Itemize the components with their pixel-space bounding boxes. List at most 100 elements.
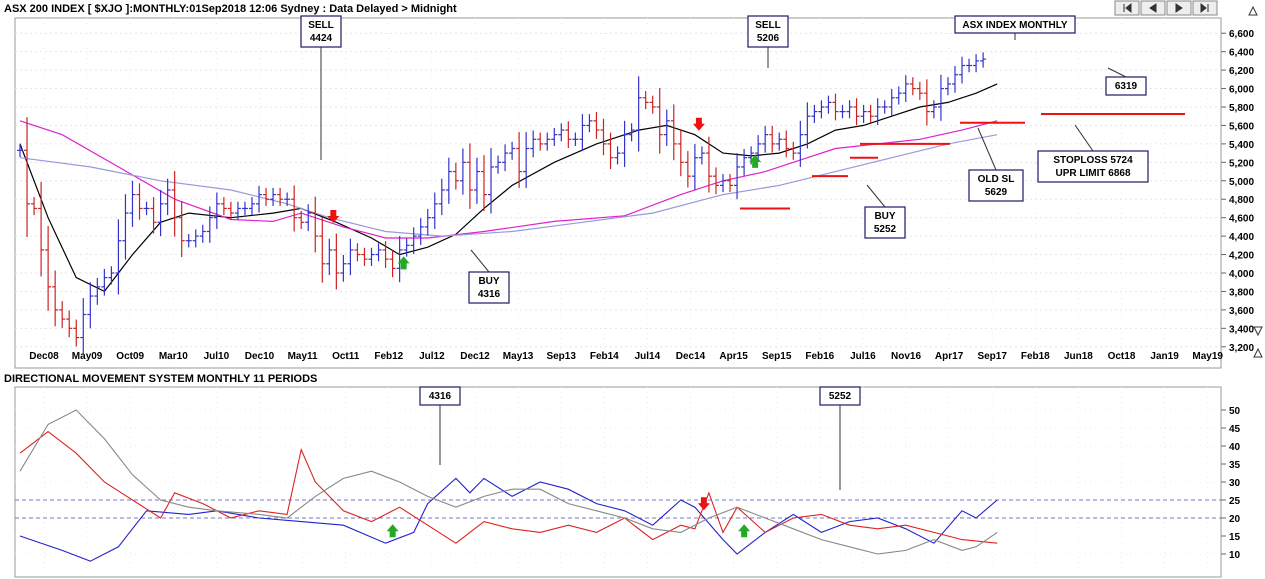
ohlc-bar [846, 100, 853, 119]
ohlc-bar [368, 247, 375, 266]
x-tick-label: Oct09 [116, 351, 144, 362]
ohlc-bar [270, 187, 277, 206]
x-tick-label: Jan19 [1150, 351, 1179, 362]
old-sl-label: 5629 [985, 187, 1008, 198]
ohlc-bar [600, 118, 607, 156]
chart-title: ASX 200 INDEX [ $XJO ]:MONTHLY:01Sep2018… [4, 3, 457, 15]
ohlc-bar [691, 143, 698, 190]
buy-2-label: 5252 [874, 224, 897, 235]
ohlc-bar [635, 76, 642, 152]
x-tick-label: Apr17 [935, 351, 964, 362]
buy-1-label: BUY [478, 276, 499, 287]
ohlc-bar [59, 301, 66, 328]
ohlc-bar [727, 174, 734, 193]
ohlc-bar [157, 190, 164, 237]
ohlc-bar [572, 132, 579, 147]
x-tick-label: May13 [503, 351, 534, 362]
ohlc-bar [277, 187, 284, 206]
ohlc-bar [565, 121, 572, 149]
ohlc-bar [410, 227, 417, 255]
ohlc-bar [199, 224, 206, 243]
ohlc-bar [466, 143, 473, 209]
ohlc-bar [326, 238, 333, 276]
stoploss-callout: STOPLOSS 5724 UPR LIMIT 6868 [1037, 150, 1149, 183]
skip-last-icon[interactable] [1192, 0, 1218, 16]
step-forward-icon[interactable] [1166, 0, 1192, 16]
dmi-tick-label: 50 [1229, 406, 1241, 417]
ohlc-bar [839, 104, 846, 119]
x-tick-label: Feb18 [1021, 351, 1050, 362]
ohlc-bar [818, 100, 825, 119]
ohlc-bar [832, 93, 839, 121]
old-sl-callout: OLD SL 5629 [968, 169, 1024, 202]
step-back-icon[interactable] [1140, 0, 1166, 16]
old-sl-label: OLD SL [978, 174, 1015, 185]
ohlc-bar [966, 58, 973, 73]
ohlc-bar [937, 74, 944, 121]
price-scroll-up-icon[interactable] [1253, 347, 1263, 358]
scroll-up-icon[interactable] [1248, 5, 1258, 16]
ohlc-bar [424, 208, 431, 236]
ohlc-bar [185, 233, 192, 248]
ohlc-bar [256, 185, 263, 213]
ohlc-bar [108, 266, 115, 285]
ohlc-bar [980, 52, 987, 68]
panel-title-box: ASX INDEX MONTHLY [954, 15, 1076, 40]
x-tick-label: Nov16 [891, 351, 921, 362]
x-tick-label: Jul12 [419, 351, 445, 362]
sell-2-callout: SELL 5206 [747, 15, 789, 48]
ohlc-bar [291, 185, 298, 232]
x-tick-label: Apr15 [719, 351, 748, 362]
moving-average-mid [19, 120, 998, 239]
buy-1-arrow-up-icon [397, 256, 410, 270]
ohlc-bar [382, 241, 389, 268]
x-tick-label: May19 [1192, 351, 1223, 362]
ohlc-bar [544, 132, 551, 151]
dmi-tick-label: 10 [1229, 550, 1241, 561]
price-tick-label: 4,800 [1229, 195, 1254, 206]
ohlc-bar [31, 197, 38, 216]
ohlc-bar [263, 187, 270, 206]
price-tick-label: 4,600 [1229, 214, 1254, 225]
price-tick-label: 6,000 [1229, 85, 1254, 96]
ohlc-bar [438, 178, 445, 216]
ohlc-bar [227, 201, 234, 220]
x-tick-label: Dec10 [245, 351, 275, 362]
ohlc-bar [298, 210, 305, 230]
price-tick-label: 5,400 [1229, 140, 1254, 151]
stoploss-leader [1074, 124, 1094, 152]
ohlc-bar [94, 278, 101, 305]
ohlc-bar [642, 91, 649, 110]
dmi-tick-label: 25 [1229, 496, 1241, 507]
ohlc-bar [776, 132, 783, 151]
ohlc-bar [923, 79, 930, 126]
x-tick-label: Oct11 [332, 351, 360, 362]
ohlc-bar [944, 77, 951, 96]
x-tick-label: Oct18 [1108, 351, 1136, 362]
dmi-buy-1-arrow-up-icon [386, 524, 399, 538]
dmi-sell-2-arrow-down-icon [697, 497, 710, 511]
dmi-title: DIRECTIONAL MOVEMENT SYSTEM MONTHLY 11 P… [4, 373, 317, 385]
price-tick-label: 4,400 [1229, 232, 1254, 243]
x-tick-label: Mar10 [159, 351, 188, 362]
ohlc-bar [52, 270, 59, 327]
ohlc-bar [881, 100, 888, 114]
dmi-tick-label: 15 [1229, 532, 1241, 543]
price-tick-label: 3,400 [1229, 324, 1254, 335]
ohlc-bar [122, 194, 129, 260]
buy-2-callout: BUY 5252 [864, 206, 906, 239]
ohlc-bar [888, 89, 895, 116]
ohlc-bar [480, 155, 487, 211]
x-tick-label: Feb14 [590, 351, 619, 362]
dmi-buy-2-label: 5252 [829, 391, 852, 402]
price-scroll-down-icon[interactable] [1253, 326, 1263, 337]
ohlc-bar [150, 197, 157, 234]
x-tick-label: Jul10 [204, 351, 230, 362]
dmi-tick-label: 45 [1229, 424, 1241, 435]
skip-first-icon[interactable] [1114, 0, 1140, 16]
ohlc-bar [241, 201, 248, 216]
ohlc-bar [73, 319, 80, 347]
ohlc-bar [192, 229, 199, 248]
ohlc-bar [530, 130, 537, 158]
